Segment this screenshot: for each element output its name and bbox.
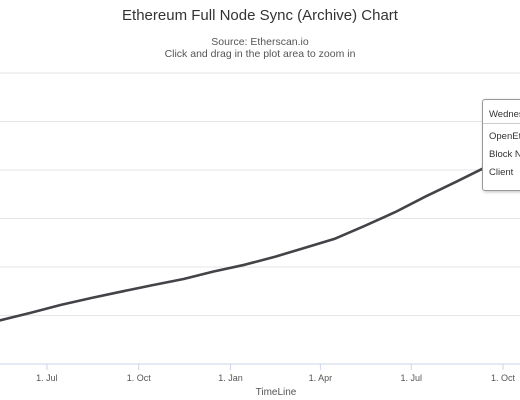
chart-title: Ethereum Full Node Sync (Archive) Chart [122,7,398,24]
x-axis-title: TimeLine [256,387,297,398]
chart-subtitle-zoom-hint: Click and drag in the plot area to zoom … [164,48,356,60]
x-tick-label: 1. Jul [36,373,58,383]
x-tick-label: 1. Jan [218,373,243,383]
x-tick-label: 1. Oct [491,373,516,383]
tooltip: Wednesday OpenEthereum Block Number Clie… [482,99,520,191]
tooltip-date: Wednesday [489,109,520,120]
x-axis-labels: 1. Jul 1. Oct 1. Jan 1. Apr 1. Jul 1. Oct [36,373,515,383]
x-tick-label: 1. Jul [400,373,422,383]
x-tick-label: 1. Oct [127,373,152,383]
tooltip-row-client-name: OpenEthereum [489,131,520,142]
tooltip-divider [483,123,520,124]
x-tick-label: 1. Apr [309,373,333,383]
tooltip-row-block-number: Block Number [489,149,520,160]
chart-subtitle-source: Source: Etherscan.io [211,36,309,48]
tooltip-row-client: Client [489,167,514,178]
series-line[interactable] [0,151,520,322]
grid-lines [0,72,520,365]
x-axis-ticks [46,364,504,370]
